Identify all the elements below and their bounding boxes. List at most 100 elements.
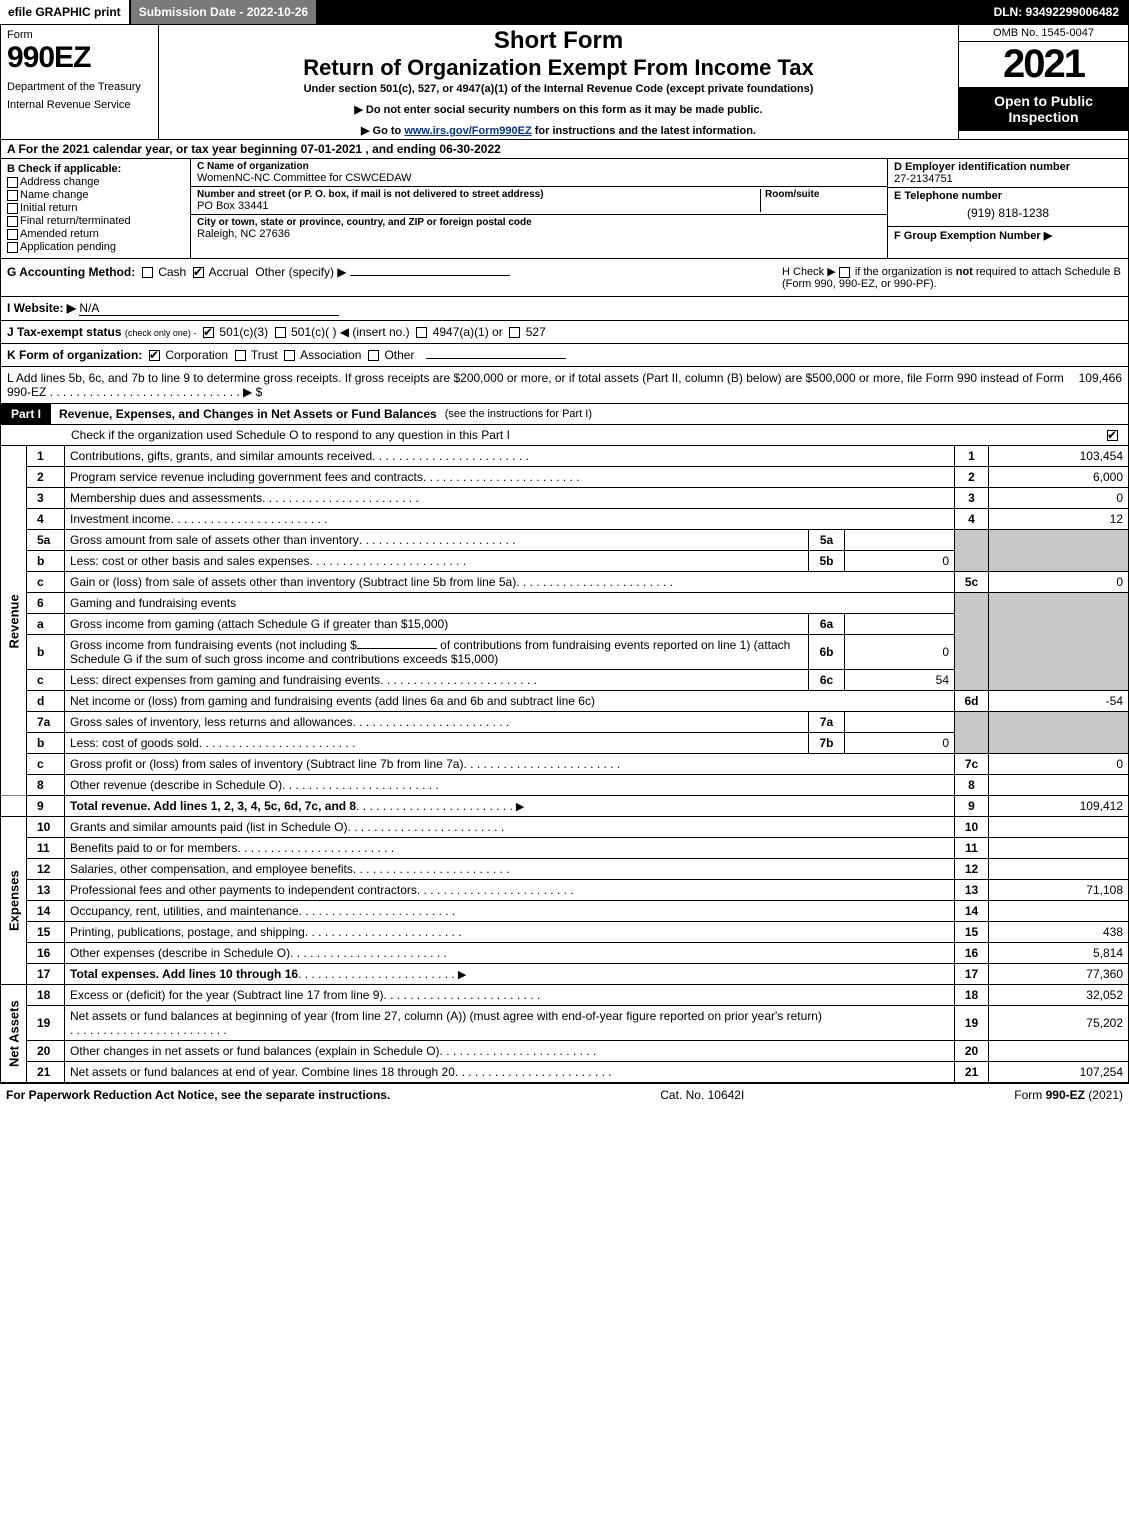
part-i-header: Part I Revenue, Expenses, and Changes in…	[0, 404, 1129, 425]
chk-final-return[interactable]: Final return/terminated	[7, 215, 184, 227]
footer-right: Form 990-EZ (2021)	[1014, 1088, 1123, 1102]
chk-corp[interactable]	[149, 350, 160, 361]
c-addr-label: Number and street (or P. O. box, if mail…	[197, 189, 756, 200]
h-t2: if the organization is	[852, 266, 956, 278]
header-middle: Short Form Return of Organization Exempt…	[159, 25, 958, 139]
chk-other-org[interactable]	[368, 350, 379, 361]
short-form-title: Short Form	[165, 27, 952, 55]
header-left: Form 990EZ Department of the Treasury In…	[1, 25, 159, 139]
g-accrual: Accrual	[209, 265, 249, 279]
part-i-sub: (see the instructions for Part I)	[437, 408, 592, 420]
row-j: J Tax-exempt status (check only one) - 5…	[0, 321, 1129, 344]
k-corp: Corporation	[165, 348, 228, 362]
h-t4: (Form 990, 990-EZ, or 990-PF).	[782, 278, 937, 290]
e-block: E Telephone number (919) 818-1238	[888, 188, 1128, 227]
org-address: PO Box 33441	[197, 200, 756, 212]
j-o2: 501(c)( ) ◀ (insert no.)	[291, 325, 410, 339]
f-label: F Group Exemption Number ▶	[894, 229, 1122, 242]
k-other-input[interactable]	[426, 358, 566, 359]
j-label: J Tax-exempt status	[7, 325, 122, 339]
g-other: Other (specify) ▶	[255, 265, 346, 279]
goto-post: for instructions and the latest informat…	[532, 125, 756, 137]
row-a-end: 06-30-2022	[439, 142, 500, 156]
l1-num: 1	[27, 446, 65, 467]
side-revenue: Revenue	[1, 446, 27, 796]
h-not: not	[956, 266, 973, 278]
b-label: B Check if applicable:	[7, 163, 184, 175]
ssn-warning: ▶ Do not enter social security numbers o…	[165, 103, 952, 116]
chk-501c3[interactable]	[203, 327, 214, 338]
k-label: K Form of organization:	[7, 348, 142, 362]
dln-label: DLN: 93492299006482	[986, 0, 1129, 24]
j-o3: 4947(a)(1) or	[433, 325, 503, 339]
chk-501c[interactable]	[275, 327, 286, 338]
c-addr-block: Number and street (or P. O. box, if mail…	[191, 187, 887, 215]
form-header: Form 990EZ Department of the Treasury In…	[0, 24, 1129, 140]
lines-table: Revenue 1 Contributions, gifts, grants, …	[0, 446, 1129, 1083]
l1-val: 103,454	[989, 446, 1129, 467]
efile-label[interactable]: efile GRAPHIC print	[0, 0, 131, 24]
l2-desc: Program service revenue including govern…	[65, 467, 955, 488]
ein-value: 27-2134751	[894, 173, 1122, 185]
goto-link-line: ▶ Go to www.irs.gov/Form990EZ for instru…	[165, 124, 952, 137]
row-i: I Website: ▶ N/A	[0, 297, 1129, 321]
g-other-input[interactable]	[350, 275, 510, 276]
chk-h[interactable]	[839, 267, 850, 278]
row-a-mid: , and ending	[362, 142, 439, 156]
l1-desc: Contributions, gifts, grants, and simila…	[65, 446, 955, 467]
l1-rn: 1	[955, 446, 989, 467]
header-right: OMB No. 1545-0047 2021 Open to Public In…	[958, 25, 1128, 139]
form-word: Form	[7, 29, 152, 41]
d-label: D Employer identification number	[894, 161, 1122, 173]
g-cash: Cash	[158, 265, 186, 279]
chk-initial-return[interactable]: Initial return	[7, 202, 184, 214]
open-to-public: Open to Public Inspection	[959, 87, 1128, 131]
org-name: WomenNC-NC Committee for CSWCEDAW	[197, 172, 881, 184]
c-name-label: C Name of organization	[197, 161, 881, 172]
telephone-value: (919) 818-1238	[894, 202, 1122, 224]
h-pre: H Check ▶	[782, 266, 839, 278]
chk-application-pending[interactable]: Application pending	[7, 241, 184, 253]
j-sub: (check only one) -	[125, 328, 197, 338]
submission-date: Submission Date - 2022-10-26	[131, 0, 318, 24]
k-trust: Trust	[251, 348, 278, 362]
top-bar: efile GRAPHIC print Submission Date - 20…	[0, 0, 1129, 24]
chk-trust[interactable]	[235, 350, 246, 361]
footer-cat: Cat. No. 10642I	[660, 1088, 744, 1102]
chk-cash[interactable]	[142, 267, 153, 278]
chk-schedule-o[interactable]	[1107, 430, 1118, 441]
tax-year: 2021	[959, 42, 1128, 87]
col-def: D Employer identification number 27-2134…	[888, 159, 1128, 258]
block-bcdef: B Check if applicable: Address change Na…	[0, 159, 1129, 259]
c-name-block: C Name of organization WomenNC-NC Commit…	[191, 159, 887, 187]
l-text: L Add lines 5b, 6c, and 7b to line 9 to …	[7, 371, 1079, 399]
chk-accrual[interactable]	[193, 267, 204, 278]
return-title: Return of Organization Exempt From Incom…	[165, 55, 952, 81]
row-a-beg: 07-01-2021	[301, 142, 362, 156]
page-footer: For Paperwork Reduction Act Notice, see …	[0, 1083, 1129, 1106]
row-g: G Accounting Method: Cash Accrual Other …	[7, 265, 782, 290]
j-o1: 501(c)(3)	[219, 325, 268, 339]
chk-address-change[interactable]: Address change	[7, 176, 184, 188]
irs-link[interactable]: www.irs.gov/Form990EZ	[404, 125, 531, 137]
col-b: B Check if applicable: Address change Na…	[1, 159, 191, 258]
e-label: E Telephone number	[894, 190, 1122, 202]
chk-527[interactable]	[509, 327, 520, 338]
chk-assoc[interactable]	[284, 350, 295, 361]
g-label: G Accounting Method:	[7, 265, 135, 279]
part-i-check-text: Check if the organization used Schedule …	[71, 428, 510, 442]
chk-amended-return[interactable]: Amended return	[7, 228, 184, 240]
org-city: Raleigh, NC 27636	[197, 228, 881, 240]
col-c: C Name of organization WomenNC-NC Commit…	[191, 159, 888, 258]
dept-treasury: Department of the Treasury	[7, 81, 152, 93]
l-value: 109,466	[1079, 371, 1122, 399]
part-i-check: Check if the organization used Schedule …	[0, 425, 1129, 446]
part-i-title: Revenue, Expenses, and Changes in Net As…	[51, 407, 437, 421]
i-label: I Website: ▶	[7, 301, 76, 315]
room-suite-label: Room/suite	[765, 189, 881, 200]
row-h: H Check ▶ if the organization is not req…	[782, 265, 1122, 290]
chk-name-change[interactable]: Name change	[7, 189, 184, 201]
chk-4947[interactable]	[416, 327, 427, 338]
k-other: Other	[384, 348, 414, 362]
c-city-label: City or town, state or province, country…	[197, 217, 881, 228]
